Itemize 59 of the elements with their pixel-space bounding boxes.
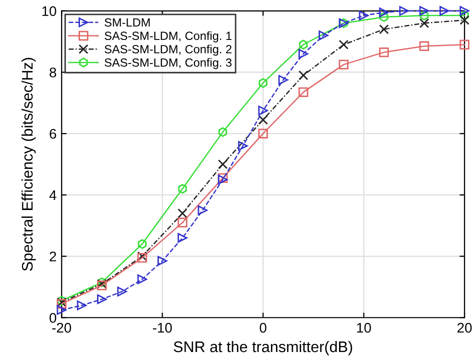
point xyxy=(460,15,470,25)
x-tick-label: 20 xyxy=(457,322,472,333)
point xyxy=(76,300,87,310)
point xyxy=(56,305,66,315)
point xyxy=(460,40,470,50)
point xyxy=(117,286,127,296)
point xyxy=(218,127,228,137)
point xyxy=(299,40,308,50)
point xyxy=(298,87,308,98)
x-axis-title: SNR at the transmitter(dB) xyxy=(174,340,352,356)
legend-label: SAS-SM-LDM, Config. 2 xyxy=(104,44,232,56)
point xyxy=(178,208,188,218)
point xyxy=(419,18,430,28)
point xyxy=(460,10,469,20)
point xyxy=(318,30,328,40)
point xyxy=(198,205,208,216)
point xyxy=(358,10,369,20)
point xyxy=(399,6,409,16)
x-tick-label: -10 xyxy=(152,322,172,333)
point xyxy=(419,6,430,16)
y-tick-label: 6 xyxy=(50,128,56,139)
x-tick-label: 0 xyxy=(260,322,266,333)
point xyxy=(380,12,388,22)
point xyxy=(218,159,228,170)
y-tick-label: 2 xyxy=(50,252,56,262)
point xyxy=(157,256,168,266)
point xyxy=(178,233,188,243)
x-tick-label: -20 xyxy=(52,322,72,333)
point xyxy=(138,239,147,249)
point xyxy=(379,47,389,58)
point xyxy=(178,218,188,228)
point xyxy=(97,294,107,304)
y-axis-title: Spectral Efficiency (bits/sec/Hz) xyxy=(22,58,36,271)
point xyxy=(338,40,349,50)
point xyxy=(419,41,430,52)
legend-label: SAS-SM-LDM, Config. 3 xyxy=(104,58,232,70)
x-tick-label: 10 xyxy=(357,322,371,333)
legend-label: SM-LDM xyxy=(104,18,150,27)
point xyxy=(379,8,389,18)
point xyxy=(178,184,187,194)
point xyxy=(298,48,308,59)
point xyxy=(420,10,429,20)
point xyxy=(258,78,268,88)
point xyxy=(379,24,389,34)
point xyxy=(258,114,268,125)
point xyxy=(258,128,268,138)
y-tick-label: 8 xyxy=(50,68,56,78)
point xyxy=(278,75,288,85)
legend-label: SAS-SM-LDM, Config. 1 xyxy=(104,31,232,42)
point xyxy=(338,60,349,70)
point xyxy=(298,70,308,80)
y-tick-label: 4 xyxy=(49,190,56,200)
point xyxy=(440,6,450,16)
y-tick-label: 10 xyxy=(42,6,56,16)
y-tick-label: 0 xyxy=(50,312,56,323)
point xyxy=(238,140,248,151)
point xyxy=(460,6,470,16)
point xyxy=(258,106,268,116)
point xyxy=(137,274,148,284)
